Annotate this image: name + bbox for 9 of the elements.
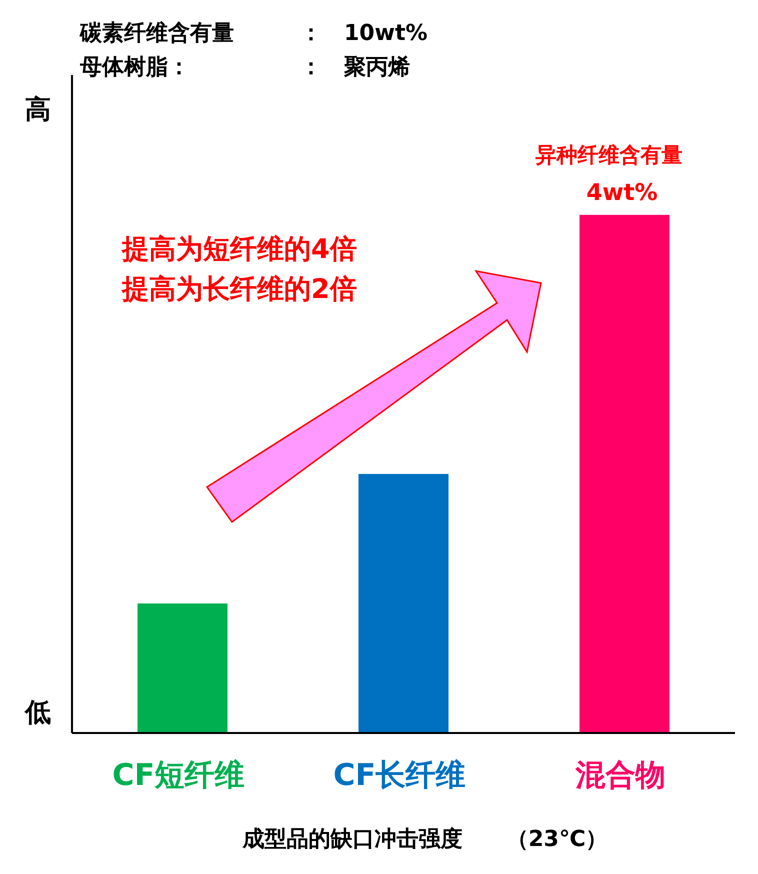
subtitle: 母体树脂： ： 聚丙烯 (80, 55, 410, 80)
annotation: 4wt% (586, 180, 658, 206)
annotation: 低 (25, 698, 51, 728)
annotation: 提高为长纤维的2倍 (122, 274, 357, 305)
annotation: 提高为短纤维的4倍 (122, 234, 357, 265)
xlabel: 成型品的缺口冲击强度 （23℃） (242, 827, 608, 852)
annotation: 高 (25, 95, 51, 125)
title: 碳素纤维含有量 ： 10wt% (80, 21, 428, 46)
annotation: 异种纤维含有量 (536, 143, 682, 167)
